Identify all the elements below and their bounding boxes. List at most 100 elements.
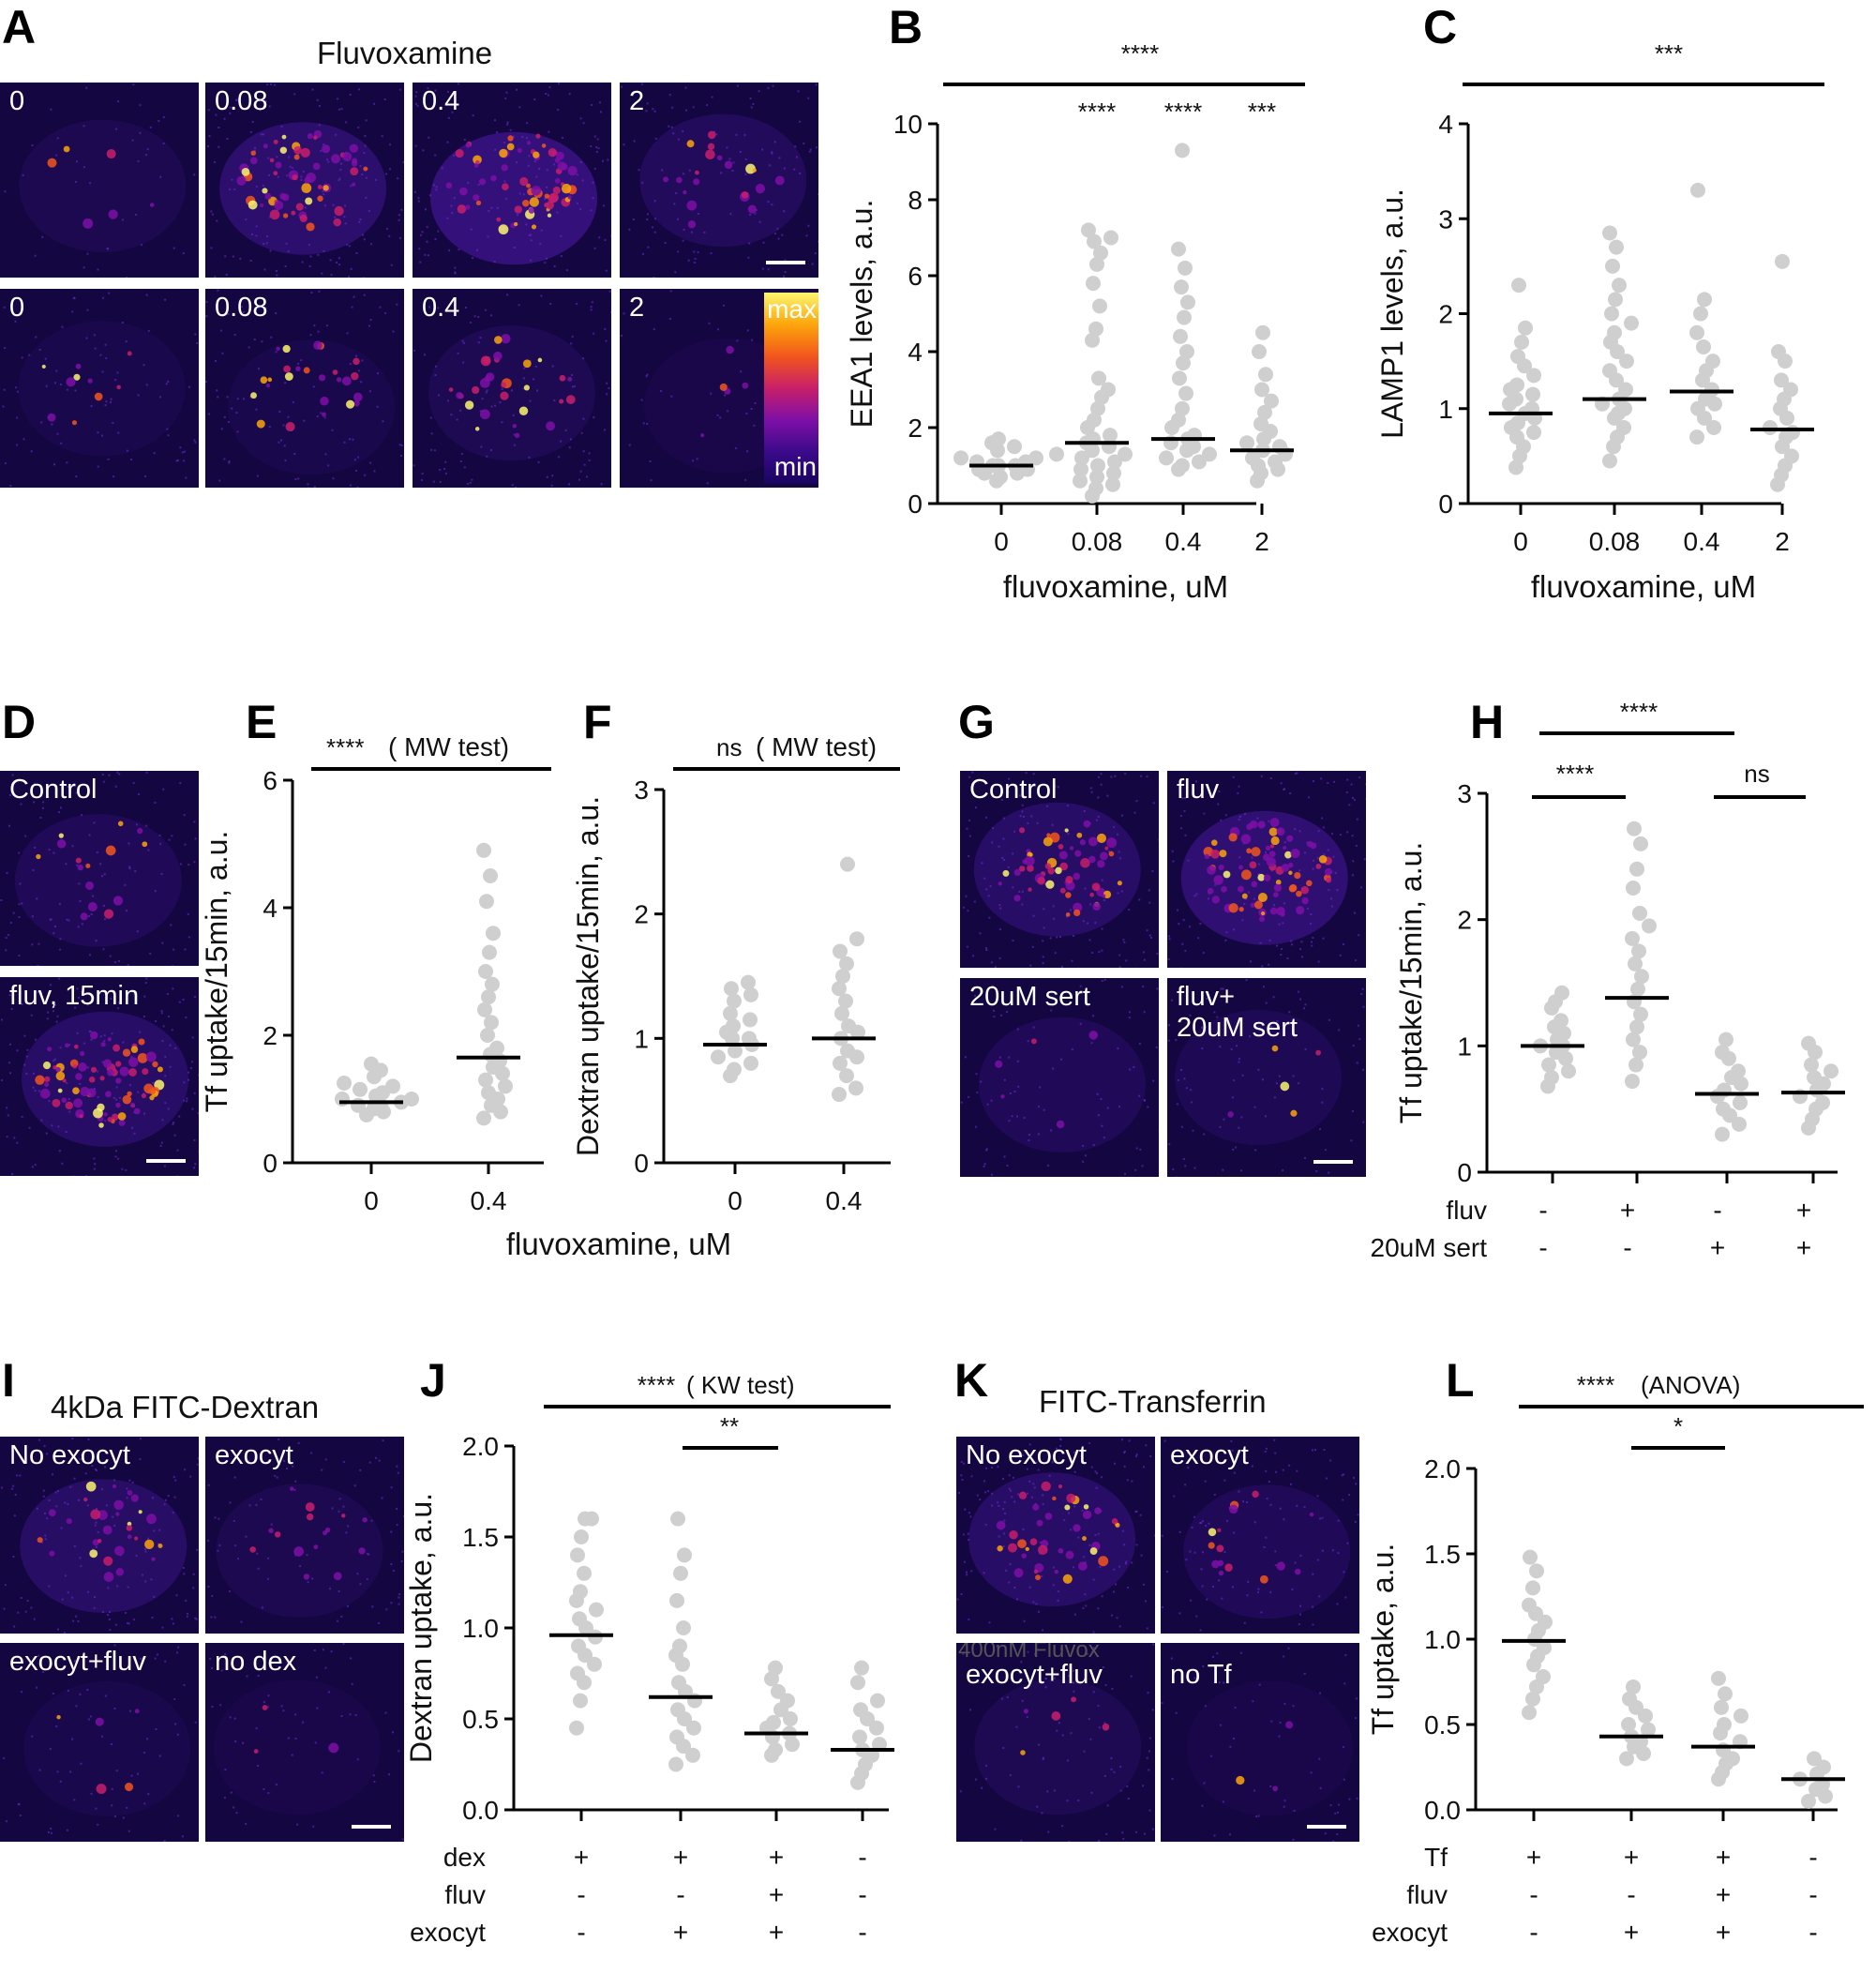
noise-speck [38, 942, 40, 945]
data-point [1631, 943, 1646, 959]
noise-speck [354, 1714, 357, 1717]
noise-speck [188, 1078, 190, 1081]
noise-speck [1277, 1026, 1280, 1029]
noise-speck [1266, 1498, 1268, 1500]
noise-speck [1294, 828, 1297, 831]
data-point [832, 981, 847, 997]
noise-speck [1283, 902, 1285, 905]
noise-speck [320, 149, 323, 152]
noise-speck [968, 1618, 970, 1620]
noise-speck [1243, 1621, 1246, 1624]
noise-speck [677, 138, 680, 141]
noise-speck [966, 827, 968, 830]
micrograph-background [205, 1437, 404, 1634]
noise-speck [350, 1657, 353, 1660]
noise-speck [38, 348, 41, 351]
noise-speck [174, 1479, 177, 1482]
y-tick-label: 6 [908, 262, 923, 291]
noise-speck [188, 936, 190, 939]
noise-speck [349, 1713, 352, 1716]
noise-speck [694, 257, 697, 260]
fluorescent-spot [1300, 885, 1310, 895]
noise-speck [83, 1042, 86, 1045]
noise-speck [16, 1474, 19, 1477]
noise-speck [1162, 1605, 1164, 1608]
noise-speck [88, 914, 91, 917]
noise-speck [1253, 1106, 1256, 1108]
noise-speck [992, 1009, 995, 1012]
noise-speck [1358, 934, 1360, 937]
noise-speck [1006, 1164, 1009, 1167]
noise-speck [94, 347, 97, 350]
noise-speck [220, 91, 223, 94]
fluorescent-spot [127, 1489, 133, 1496]
noise-speck [1187, 1467, 1190, 1469]
fluorescent-spot [1041, 1481, 1051, 1492]
noise-speck [379, 306, 382, 309]
noise-speck [414, 102, 417, 105]
noise-speck [1203, 1133, 1206, 1136]
noise-speck [1035, 1603, 1038, 1605]
noise-speck [151, 1617, 154, 1619]
noise-speck [711, 96, 713, 98]
noise-speck [12, 911, 15, 914]
noise-speck [97, 1823, 99, 1826]
noise-speck [1037, 1133, 1040, 1136]
noise-speck [1092, 1631, 1095, 1634]
fluorescent-spot [115, 1102, 121, 1108]
data-point [481, 1085, 496, 1101]
noise-speck [227, 312, 230, 315]
noise-speck [1128, 1011, 1131, 1014]
noise-speck [1066, 805, 1069, 807]
noise-speck [961, 1478, 964, 1481]
noise-speck [423, 354, 426, 356]
noise-speck [286, 174, 289, 177]
noise-speck [990, 1099, 993, 1102]
fluorescent-spot [1208, 1542, 1215, 1549]
noise-speck [77, 1619, 80, 1622]
condition-value: + [1716, 1918, 1731, 1947]
noise-speck [1329, 1804, 1332, 1807]
noise-speck [184, 1468, 187, 1471]
fluorescent-spot [1092, 902, 1102, 911]
noise-speck [1283, 841, 1286, 844]
noise-speck [370, 1519, 373, 1522]
fluorescent-spot [55, 1066, 61, 1073]
noise-speck [1073, 1505, 1076, 1508]
noise-speck [1194, 780, 1197, 783]
panel-letter-b: B [889, 1, 923, 53]
noise-speck [1143, 1011, 1146, 1014]
noise-speck [696, 458, 698, 460]
noise-speck [1057, 1599, 1059, 1602]
noise-speck [327, 160, 330, 163]
noise-speck [1269, 777, 1272, 780]
noise-speck [546, 169, 548, 172]
noise-speck [101, 773, 104, 776]
noise-speck [535, 175, 538, 178]
x-tick-label: 0.4 [826, 1186, 863, 1215]
fluorescent-spot [334, 205, 344, 217]
noise-speck [571, 335, 574, 338]
data-point [1612, 278, 1627, 294]
noise-speck [1013, 1091, 1016, 1093]
noise-speck [131, 1126, 134, 1129]
noise-speck [727, 410, 729, 413]
noise-speck [596, 138, 599, 141]
panel-i-title: 4kDa FITC-Dextran [51, 1390, 320, 1424]
noise-speck [646, 423, 649, 426]
noise-speck [503, 180, 506, 183]
noise-speck [260, 133, 263, 136]
noise-speck [976, 1494, 979, 1497]
micrograph-label: 2 [629, 86, 645, 116]
data-point [1544, 1070, 1559, 1085]
noise-speck [6, 1136, 8, 1138]
fluorescent-spot [1046, 833, 1051, 837]
noise-speck [1216, 1016, 1219, 1018]
fluorescent-spot [87, 902, 98, 911]
noise-speck [313, 486, 316, 488]
noise-speck [93, 334, 96, 337]
noise-speck [670, 395, 673, 398]
data-point [668, 1756, 683, 1772]
noise-speck [96, 851, 98, 854]
noise-speck [261, 340, 263, 343]
